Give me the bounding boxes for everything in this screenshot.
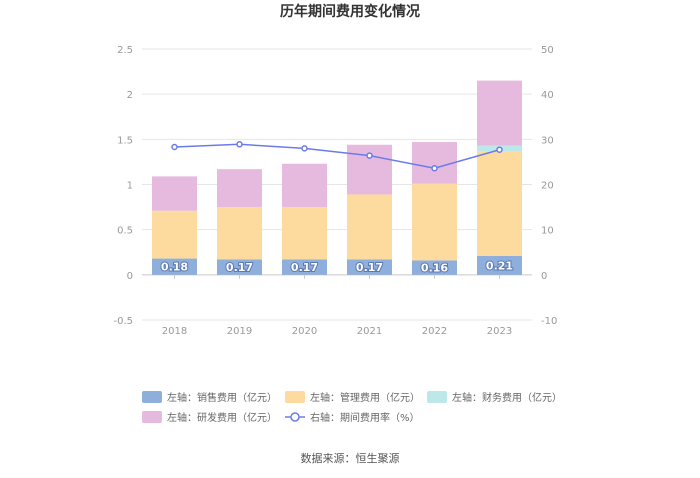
legend-item: 右轴：期间费用率（%） bbox=[285, 411, 420, 424]
legend-marker bbox=[290, 412, 300, 422]
legend-label: 左轴：销售费用（亿元） bbox=[167, 391, 277, 404]
bar-segment bbox=[282, 163, 327, 208]
y-left-tick-label: 1.5 bbox=[117, 135, 133, 146]
legend-item: 左轴：财务费用（亿元） bbox=[427, 391, 562, 404]
y-right-tick-label: 0 bbox=[541, 271, 547, 282]
bar-segment bbox=[412, 260, 457, 275]
bar-segment bbox=[217, 259, 262, 275]
y-left-tick-label: 2.5 bbox=[117, 45, 133, 56]
bar-segment bbox=[477, 80, 522, 146]
y-axis-right: -10 0 10 20 30 40 50 bbox=[541, 45, 557, 327]
bar-segment bbox=[412, 183, 457, 261]
grid-lines bbox=[142, 48, 532, 321]
line-point bbox=[171, 143, 178, 151]
y-left-tick-label: 0.5 bbox=[117, 226, 133, 237]
legend-swatch bbox=[142, 411, 162, 423]
y-right-tick-label: -10 bbox=[541, 316, 557, 327]
y-left-tick-label: -0.5 bbox=[113, 316, 133, 327]
y-right-tick-label: 20 bbox=[541, 181, 554, 192]
bar-segment bbox=[217, 169, 262, 208]
legend-label: 左轴：财务费用（亿元） bbox=[452, 391, 562, 404]
y-right-tick-label: 40 bbox=[541, 90, 554, 101]
bar-data-label: 0.18 bbox=[161, 261, 188, 274]
x-tick-label: 2023 bbox=[487, 326, 512, 337]
legend-swatch bbox=[142, 391, 162, 403]
x-tick-label: 2021 bbox=[357, 326, 382, 337]
bar-segment bbox=[347, 144, 392, 195]
y-left-tick-label: 2 bbox=[127, 90, 133, 101]
line-path bbox=[174, 143, 500, 170]
legend-item: 左轴：销售费用（亿元） bbox=[142, 391, 277, 404]
legend-item: 左轴：管理费用（亿元） bbox=[285, 391, 420, 404]
bar-segment bbox=[282, 207, 327, 260]
bar-data-label: 0.17 bbox=[356, 261, 383, 274]
bar-segment bbox=[477, 151, 522, 256]
legend-item: 左轴：研发费用（亿元） bbox=[142, 411, 277, 424]
legend-label: 左轴：研发费用（亿元） bbox=[167, 411, 277, 424]
bar-segment bbox=[347, 194, 392, 260]
line-point bbox=[366, 152, 373, 159]
line-point bbox=[301, 145, 308, 152]
bar-segment bbox=[477, 255, 522, 275]
y-right-tick-label: 30 bbox=[541, 135, 554, 146]
bar-data-label: 0.17 bbox=[291, 261, 318, 274]
line-point bbox=[496, 146, 503, 153]
bar-segment bbox=[412, 142, 457, 184]
bar-series: 0.18 0.17 0.17 0.17 0.16 0.21 bbox=[152, 80, 522, 276]
bar-segment bbox=[152, 176, 197, 211]
bar-segment bbox=[347, 259, 392, 275]
legend-label: 左轴：管理费用（亿元） bbox=[310, 391, 420, 404]
x-axis: 2018 2019 2020 2021 2022 2023 bbox=[142, 274, 532, 337]
y-left-tick-label: 0 bbox=[127, 271, 133, 282]
line-point bbox=[431, 164, 438, 172]
x-tick-label: 2020 bbox=[292, 326, 317, 337]
line-point bbox=[236, 141, 243, 148]
line-series bbox=[171, 141, 503, 172]
data-source: 数据来源：恒生聚源 bbox=[301, 451, 400, 465]
bar-data-label: 0.21 bbox=[486, 259, 513, 272]
legend: 左轴：销售费用（亿元） 左轴：管理费用（亿元） 左轴：财务费用（亿元） 左轴：研发费用… bbox=[142, 391, 562, 424]
bar-segment bbox=[152, 258, 197, 275]
chart-title: 历年期间费用变化情况 bbox=[280, 3, 420, 20]
legend-swatch bbox=[285, 391, 305, 403]
y-right-tick-label: 50 bbox=[541, 45, 554, 56]
x-tick-label: 2019 bbox=[227, 326, 252, 337]
bar-segment bbox=[217, 207, 262, 260]
bar-segment bbox=[152, 210, 197, 259]
x-tick-label: 2022 bbox=[422, 326, 447, 337]
bar-segment bbox=[282, 259, 327, 275]
legend-label: 右轴：期间费用率（%） bbox=[310, 411, 420, 424]
x-tick-label: 2018 bbox=[162, 326, 187, 337]
bar-data-label: 0.17 bbox=[226, 261, 253, 274]
y-axis-left: -0.5 0 0.5 1 1.5 2 2.5 bbox=[113, 45, 133, 327]
legend-swatch bbox=[427, 391, 447, 403]
y-left-tick-label: 1 bbox=[127, 181, 133, 192]
bar-data-label: 0.16 bbox=[421, 262, 448, 275]
y-right-tick-label: 10 bbox=[541, 226, 554, 237]
